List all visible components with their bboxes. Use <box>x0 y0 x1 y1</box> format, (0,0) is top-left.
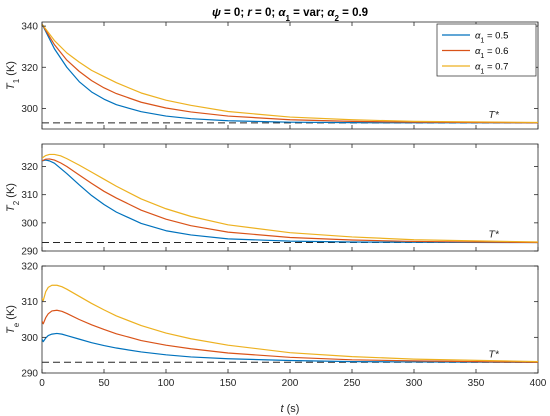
y-tick-label: 300 <box>21 218 38 229</box>
y-tick-label: 320 <box>21 262 38 273</box>
title-part-2: r <box>247 7 252 19</box>
y-tick-label: 320 <box>21 162 38 173</box>
x-tick-label: 200 <box>282 378 299 389</box>
y-tick-label: 340 <box>21 22 38 33</box>
reference-label: T* <box>488 109 499 121</box>
title-part-7: α <box>327 7 335 19</box>
x-tick-label: 150 <box>220 378 237 389</box>
y-axis-label: Te (K) <box>5 305 21 334</box>
legend-entry: α1 = 0.7 <box>475 62 508 76</box>
legend: α1 = 0.5α1 = 0.6 α1 = 0.7 <box>436 23 537 77</box>
x-tick-label: 0 <box>39 378 45 389</box>
x-label-var: t <box>281 403 285 415</box>
title-part-8: 2 <box>335 14 340 23</box>
x-tick-label: 100 <box>158 378 175 389</box>
title-part-5: 1 <box>286 14 291 23</box>
y-axis-label: T2 (K) <box>5 183 21 212</box>
x-tick-label: 50 <box>98 378 110 389</box>
y-tick-label: 300 <box>21 104 38 115</box>
reference-label: T* <box>488 229 499 241</box>
y-tick-label: 300 <box>21 333 38 344</box>
y-axis-label: T1 (K) <box>5 61 21 90</box>
series-line-1 <box>42 159 538 244</box>
y-tick-label: 310 <box>21 190 38 201</box>
series-line-1 <box>42 23 538 124</box>
series-line-1 <box>42 332 538 363</box>
legend-entry: α1 = 0.5 <box>475 31 508 45</box>
series-line-3 <box>42 23 538 124</box>
x-axis-label: t (s) <box>281 403 300 415</box>
series-line-2 <box>42 158 538 244</box>
x-tick-label: 400 <box>530 378 547 389</box>
y-tick-label: 320 <box>21 63 38 74</box>
title-part-1: = 0; <box>221 7 248 19</box>
series-line-3 <box>42 284 538 363</box>
title-part-0: ψ <box>212 7 221 19</box>
title-part-9: = 0.9 <box>339 7 368 19</box>
x-tick-label: 250 <box>344 378 361 389</box>
y-tick-label: 310 <box>21 297 38 308</box>
x-tick-label: 350 <box>468 378 485 389</box>
x-tick-label: 300 <box>406 378 423 389</box>
series-line-2 <box>42 23 538 124</box>
reference-label: T* <box>488 348 499 360</box>
x-label-unit: (s) <box>284 403 300 415</box>
y-tick-label: 290 <box>21 369 38 380</box>
y-tick-label: 290 <box>21 247 38 258</box>
series-line-2 <box>42 309 538 363</box>
series-line-3 <box>42 153 538 243</box>
title-part-4: α <box>278 7 286 19</box>
panel-3: 290 300 310 320 0 50 100 150 200 250 300 350 400 Te (… <box>5 262 547 390</box>
title-part-3: = 0; <box>252 7 279 19</box>
legend-entry: α1 = 0.6 <box>475 46 508 60</box>
chart-title: ψ = 0; r = 0; α1 = var; α2 = 0.9 <box>212 7 368 23</box>
title-part-6: = var; <box>290 7 327 19</box>
